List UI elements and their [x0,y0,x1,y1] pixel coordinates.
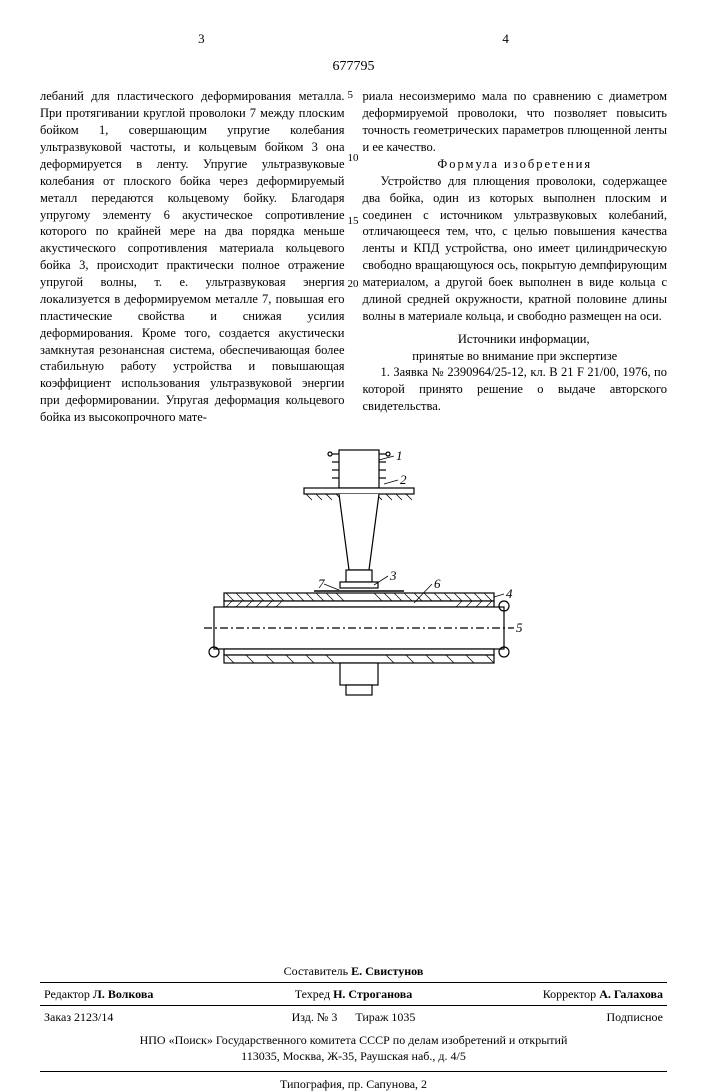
texred-label: Техред [295,987,330,1001]
zakaz: Заказ 2123/14 [40,1006,247,1029]
footer-table: Составитель Е. Свистунов Редактор Л. Вол… [40,960,667,1067]
header-col-num-right: 4 [355,30,656,48]
left-column-text: лебаний для пластического деформирования… [40,88,345,426]
line-marker-15: 15 [348,216,359,227]
line-marker-20: 20 [348,279,359,290]
right-col-p1: риала несоизмеримо мала по сравнению с д… [363,88,668,156]
right-col-p2: Устройство для плющения проволоки, содер… [363,173,668,325]
korrektor-label: Корректор [543,987,597,1001]
line-marker-5: 5 [348,90,359,101]
source-1: 1. Заявка № 2390964/25-12, кл. В 21 F 21… [363,364,668,415]
izd: Изд. № 3 [292,1010,338,1024]
texred-name: Н. Строганова [333,987,412,1001]
line-number-markers: 5 10 15 20 [348,90,359,290]
fig-label-2: 2 [400,472,407,487]
fig-label-6: 6 [434,576,441,591]
formula-title: Формула изобретения [363,156,668,173]
sources-sub: принятые во внимание при экспертизе [363,348,668,365]
line-marker-10: 10 [348,153,359,164]
sostavitel-name: Е. Свистунов [351,964,423,978]
technical-drawing: 1 2 3 4 5 6 7 [154,440,554,730]
fig-label-7: 7 [318,576,325,591]
korrektor-name: А. Галахова [599,987,663,1001]
redaktor-label: Редактор [44,987,90,1001]
redaktor-name: Л. Волкова [93,987,153,1001]
sources-title: Источники информации, [363,331,668,348]
header-col-num-left: 3 [51,30,352,48]
npo-line: НПО «Поиск» Государственного комитета СС… [140,1033,568,1047]
address-line: 113035, Москва, Ж-35, Раушская наб., д. … [241,1049,466,1063]
right-column: риала несоизмеримо мала по сравнению с д… [363,88,668,426]
sostavitel-label: Составитель [284,964,348,978]
fig-label-4: 4 [506,586,513,601]
fig-label-3: 3 [389,568,397,583]
typography-line: Типография, пр. Сапунова, 2 [40,1071,667,1092]
tirazh: Тираж 1035 [355,1010,415,1024]
fig-label-1: 1 [396,448,403,463]
podpisnoe: Подписное [460,1006,667,1029]
page-header: 3 4 [40,30,667,48]
fig-label-5: 5 [516,620,523,635]
left-column: лебаний для пластического деформирования… [40,88,345,426]
patent-number: 677795 [40,58,667,77]
